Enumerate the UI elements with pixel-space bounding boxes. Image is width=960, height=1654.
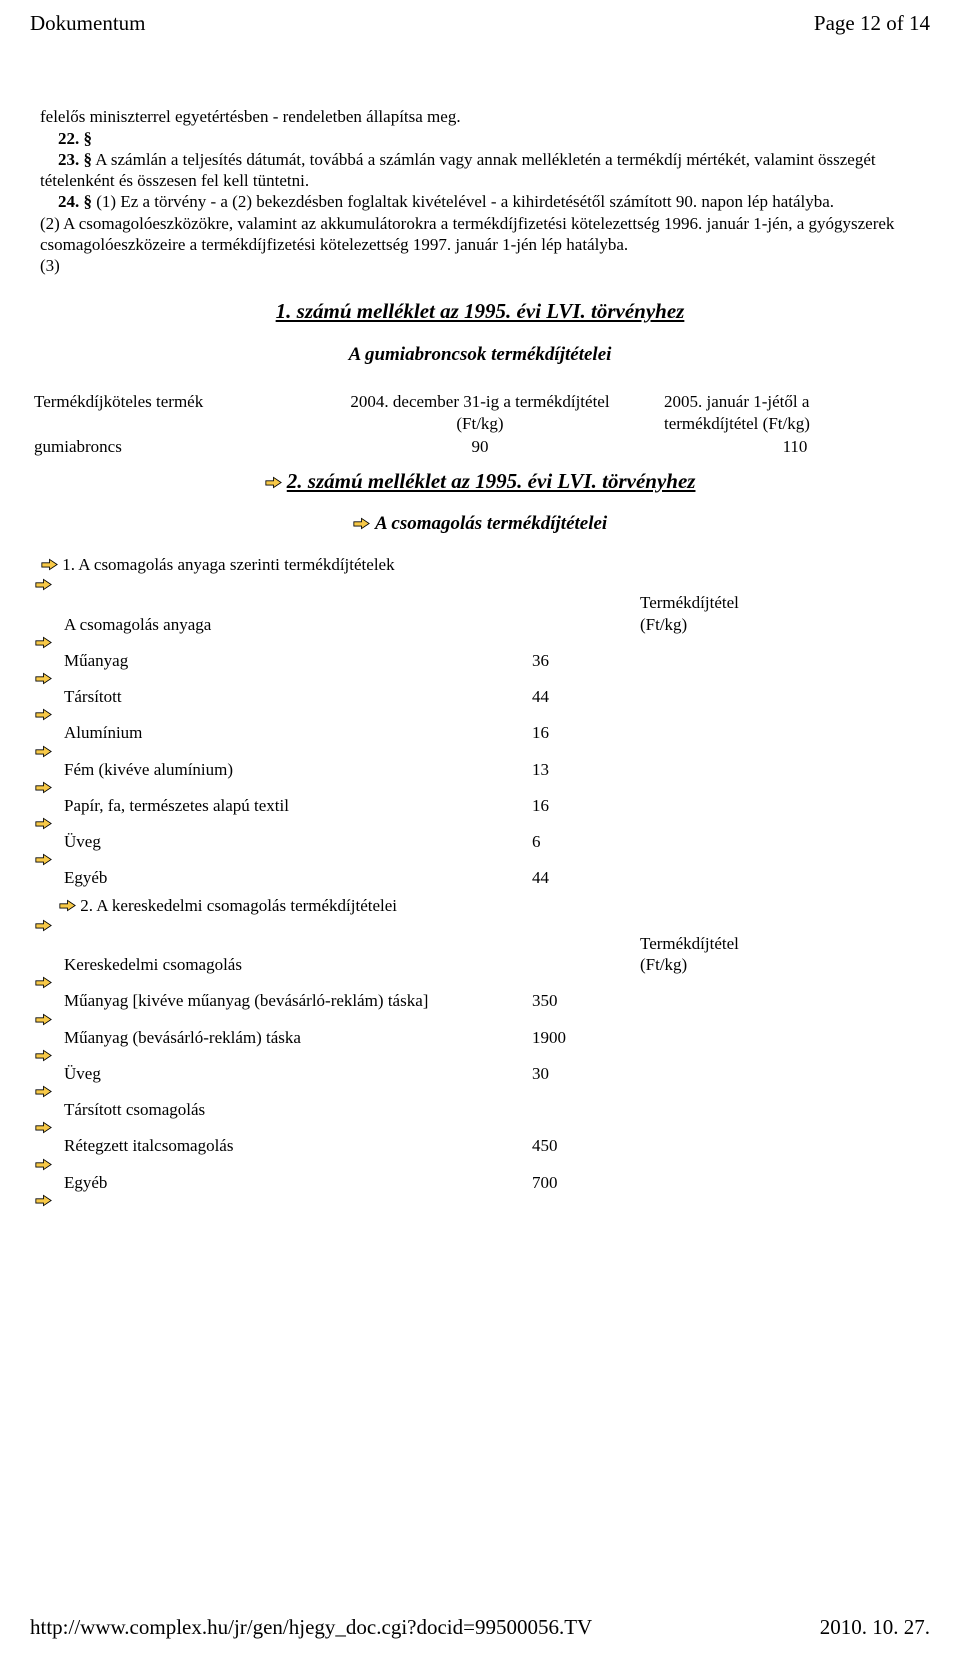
sub2-label: 2. A kereskedelmi csomagolás termékdíjté…: [80, 896, 397, 915]
hand-icon: [34, 1085, 52, 1099]
table-row-value: 450: [528, 1135, 636, 1156]
hand-icon: [34, 1158, 52, 1172]
hand-icon: [34, 636, 52, 650]
hand-icon: [34, 817, 52, 831]
t2-head-mat: A csomagolás anyaga: [60, 592, 528, 635]
hand-icon: [34, 919, 52, 933]
p24-3: (3): [40, 255, 930, 276]
table-row-label: Egyéb: [60, 867, 528, 888]
table-row-value: 350: [528, 990, 636, 1011]
hand-icon: [34, 745, 52, 759]
hand-icon: [34, 1194, 52, 1208]
table-row-value: 44: [528, 686, 636, 707]
table-gumiabroncs: Termékdíjköteles termék 2004. december 3…: [30, 390, 930, 458]
table-row-value: 30: [528, 1063, 636, 1084]
table-row-value: [528, 1099, 636, 1120]
t2-head-val-l1: Termékdíjtétel: [640, 593, 739, 612]
section1-subtitle: A gumiabroncsok termékdíjtételei: [30, 343, 930, 367]
doc-label: Dokumentum: [30, 10, 146, 36]
page-indicator: Page 12 of 14: [814, 10, 930, 36]
p23-text: A számlán a teljesítés dátumát, továbbá …: [40, 150, 876, 190]
hand-icon: [34, 781, 52, 795]
hand-icon: [34, 976, 52, 990]
table-row-value: 1900: [528, 1027, 636, 1048]
table-row-value: 13: [528, 759, 636, 780]
table-row-value: 16: [528, 722, 636, 743]
t1-row-label: gumiabroncs: [30, 435, 300, 458]
table-row-label: Társított: [60, 686, 528, 707]
t1-head-col2-l1: 2004. december 31-ig a termékdíjtétel: [350, 392, 609, 411]
t2-head-val-l2b: (Ft/kg): [640, 955, 687, 974]
table-row-label: Alumínium: [60, 722, 528, 743]
hand-icon: [353, 513, 371, 534]
table-row-label: Társított csomagolás: [60, 1099, 528, 1120]
t1-row-v1: 90: [300, 435, 660, 458]
table-row-value: 6: [528, 831, 636, 852]
table-row-label: Egyéb: [60, 1172, 528, 1193]
table-row-value: 16: [528, 795, 636, 816]
p24-1: (1) Ez a törvény - a (2) bekezdésben fog…: [92, 192, 834, 211]
p22-num: 22. §: [58, 129, 92, 148]
table-row-label: Műanyag (bevásárló-reklám) táska: [60, 1027, 528, 1048]
t1-head-col2-l2: (Ft/kg): [456, 414, 503, 433]
section2-title: 2. számú melléklet az 1995. évi LVI. tör…: [287, 469, 696, 493]
hand-icon: [34, 708, 52, 722]
footer-url: http://www.complex.hu/jr/gen/hjegy_doc.c…: [30, 1614, 592, 1640]
section2-subtitle: A csomagolás termékdíjtételei: [375, 513, 607, 534]
p24-2: (2) A csomagolóeszközökre, valamint az a…: [40, 213, 930, 256]
table-material: A csomagolás anyaga Termékdíjtétel (Ft/k…: [30, 577, 930, 888]
t1-row-v2: 110: [660, 435, 930, 458]
table-row-label: Fém (kivéve alumínium): [60, 759, 528, 780]
hand-icon: [265, 472, 283, 493]
hand-icon: [34, 1121, 52, 1135]
table-row-label: Műanyag [kivéve műanyag (bevásárló-reklá…: [60, 990, 528, 1011]
para-21-tail: felelős miniszterrel egyetértésben - ren…: [40, 106, 930, 127]
hand-icon: [34, 1013, 52, 1027]
p24-num: 24. §: [58, 192, 92, 211]
p23-num: 23. §: [58, 150, 92, 169]
t2-head-val-l1b: Termékdíjtétel: [640, 934, 739, 953]
table-row-label: Rétegzett italcsomagolás: [60, 1135, 528, 1156]
t2-head-com: Kereskedelmi csomagolás: [60, 933, 528, 976]
table-row-label: Papír, fa, természetes alapú textil: [60, 795, 528, 816]
table-row-label: Műanyag: [60, 650, 528, 671]
hand-icon: [34, 853, 52, 867]
hand-icon: [34, 1049, 52, 1063]
footer-date: 2010. 10. 27.: [820, 1614, 930, 1640]
section1-title: 1. számú melléklet az 1995. évi LVI. tör…: [30, 298, 930, 324]
table-row-label: Üveg: [60, 1063, 528, 1084]
hand-icon: [40, 554, 58, 575]
t1-head-col3-l2: termékdíjtétel (Ft/kg): [664, 414, 810, 433]
sub1-label: 1. A csomagolás anyaga szerinti termékdí…: [62, 555, 394, 574]
t2-head-val-l2: (Ft/kg): [640, 615, 687, 634]
t1-head-col1: Termékdíjköteles termék: [30, 390, 300, 435]
hand-icon: [34, 578, 52, 592]
table-row-label: Üveg: [60, 831, 528, 852]
table-row-value: 36: [528, 650, 636, 671]
table-row-value: 700: [528, 1172, 636, 1193]
table-row-value: 44: [528, 867, 636, 888]
table-commercial: Kereskedelmi csomagolás Termékdíjtétel (…: [30, 918, 930, 1208]
hand-icon: [34, 672, 52, 686]
t1-head-col3-l1: 2005. január 1-jétől a: [664, 392, 809, 411]
hand-icon: [58, 895, 76, 916]
